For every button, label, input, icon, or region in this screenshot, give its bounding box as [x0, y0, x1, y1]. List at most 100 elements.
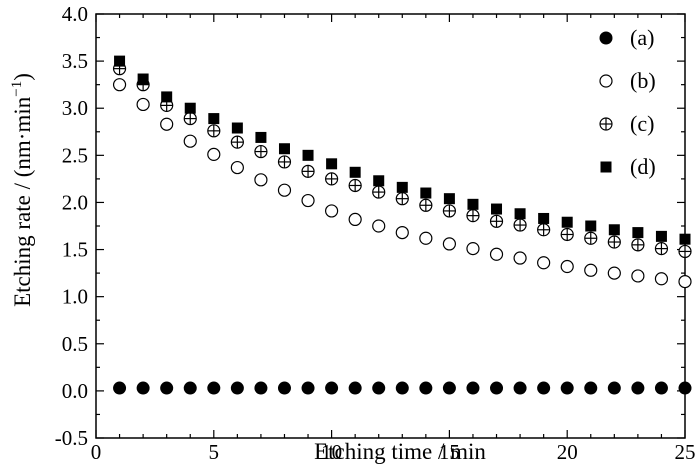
data-point-filled-square	[561, 216, 573, 228]
data-point-open-circle	[537, 256, 551, 270]
data-point-crossed-circle	[183, 111, 197, 126]
data-point-filled-square	[396, 181, 408, 193]
data-point-filled-square	[373, 175, 385, 187]
x-tick-label: 15	[439, 440, 460, 464]
data-point-crossed-circle	[325, 172, 339, 186]
legend-marker	[600, 161, 612, 173]
data-point-filled-circle	[136, 381, 150, 395]
data-point-filled-circle	[113, 381, 127, 395]
data-point-open-circle	[325, 204, 339, 218]
data-point-filled-circle	[183, 381, 197, 395]
data-point-crossed-circle	[513, 218, 527, 232]
data-point-filled-circle	[490, 381, 504, 395]
y-tick-label: 3.0	[62, 96, 88, 120]
data-point-filled-square	[302, 149, 314, 161]
data-point-open-circle	[466, 242, 480, 256]
data-point-open-circle	[654, 272, 669, 286]
data-point-open-circle	[112, 78, 127, 92]
data-point-filled-square	[208, 113, 220, 125]
data-point-open-circle	[348, 212, 362, 227]
data-point-filled-square	[655, 230, 667, 242]
data-point-open-circle	[230, 160, 244, 175]
data-point-filled-circle	[160, 381, 174, 395]
data-point-filled-circle	[466, 381, 480, 395]
data-point-open-circle	[160, 117, 174, 131]
data-point-crossed-circle	[537, 223, 551, 237]
data-point-filled-square	[278, 143, 290, 155]
data-point-open-circle	[301, 193, 315, 208]
data-point-open-circle	[560, 259, 574, 274]
data-point-crossed-circle	[584, 231, 598, 245]
data-point-filled-circle	[442, 381, 456, 395]
data-point-crossed-circle	[607, 235, 621, 249]
plot-frame	[95, 13, 686, 439]
x-tick-label: 0	[91, 440, 102, 464]
x-tick-label: 10	[321, 440, 342, 464]
data-point-filled-square	[467, 198, 479, 210]
data-point-crossed-circle	[277, 155, 292, 169]
y-tick-label: 2.0	[62, 190, 88, 214]
legend-label: (c)	[630, 111, 654, 136]
legend-marker	[599, 117, 613, 131]
data-point-open-circle	[207, 147, 221, 161]
data-point-filled-square	[608, 224, 620, 236]
data-point-filled-circle	[537, 381, 551, 395]
data-point-filled-circle	[277, 381, 291, 395]
x-axis-title: Etching time / min	[314, 439, 486, 464]
data-point-filled-circle	[419, 381, 433, 395]
data-point-filled-circle	[348, 381, 362, 395]
data-point-crossed-circle	[395, 192, 409, 206]
data-point-open-circle	[607, 266, 621, 280]
data-point-open-circle	[254, 173, 268, 187]
data-point-crossed-circle	[654, 242, 669, 256]
x-tick-label: 5	[209, 440, 220, 464]
data-point-filled-circle	[584, 381, 598, 395]
data-point-open-circle	[419, 231, 433, 245]
data-point-filled-square	[326, 158, 338, 170]
data-point-filled-square	[231, 122, 243, 134]
data-point-filled-square	[443, 193, 455, 205]
legend-label: (d)	[630, 154, 656, 179]
y-tick-label: 0.5	[62, 332, 88, 356]
data-point-filled-circle	[513, 381, 527, 395]
data-point-crossed-circle	[631, 238, 645, 252]
data-point-crossed-circle	[301, 164, 315, 178]
y-axis-title-end: )	[10, 73, 35, 81]
data-point-crossed-circle	[207, 124, 221, 138]
data-point-filled-circle	[631, 381, 645, 395]
y-tick-label: 0.0	[62, 379, 88, 403]
data-point-filled-square	[585, 220, 597, 232]
data-point-filled-square	[184, 102, 196, 114]
legend-label: (a)	[630, 25, 654, 50]
data-point-filled-square	[514, 208, 526, 220]
data-point-open-circle	[513, 251, 527, 265]
y-axis-title-sup: −1	[9, 81, 25, 97]
data-point-open-circle	[678, 274, 692, 289]
x-tick-label: 25	[675, 440, 696, 464]
data-point-filled-circle	[372, 381, 386, 395]
data-point-crossed-circle	[372, 185, 386, 199]
data-point-crossed-circle	[442, 204, 456, 218]
data-point-open-circle	[395, 225, 409, 240]
data-point-filled-square	[538, 212, 550, 224]
data-point-filled-square	[137, 73, 149, 85]
data-point-open-circle	[183, 134, 197, 148]
data-point-filled-square	[679, 233, 691, 245]
data-point-filled-square	[114, 55, 126, 67]
y-tick-label: 3.5	[62, 49, 88, 73]
data-point-crossed-circle	[419, 198, 433, 212]
data-point-open-circle	[584, 263, 598, 277]
legend-marker	[599, 74, 613, 88]
data-point-filled-circle	[325, 381, 339, 395]
data-point-filled-circle	[678, 381, 692, 395]
data-point-open-circle	[277, 183, 292, 197]
data-point-crossed-circle	[230, 135, 244, 149]
y-axis-title: Etching rate / (nm·min−1)	[9, 73, 35, 307]
data-point-filled-circle	[560, 381, 574, 395]
data-point-filled-circle	[207, 381, 221, 395]
data-point-crossed-circle	[560, 227, 574, 242]
data-point-crossed-circle	[466, 209, 480, 223]
data-point-open-circle	[136, 97, 150, 112]
data-point-filled-circle	[230, 381, 244, 395]
